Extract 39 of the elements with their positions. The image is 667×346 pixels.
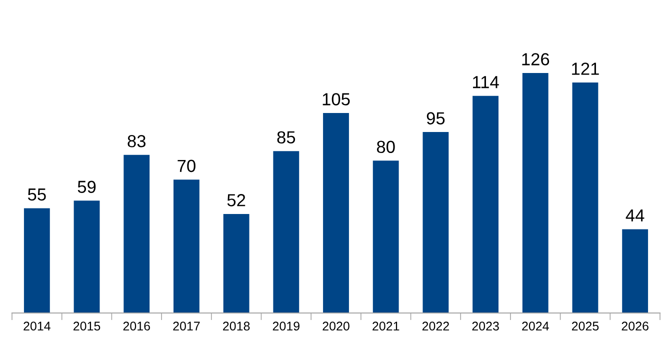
x-tick-label: 2017 bbox=[173, 322, 200, 331]
bar bbox=[24, 208, 50, 313]
bar bbox=[223, 214, 250, 313]
bar bbox=[472, 96, 498, 313]
data-label: 114 bbox=[473, 76, 499, 88]
x-tick-label: 2018 bbox=[223, 322, 250, 331]
data-label: 126 bbox=[522, 53, 550, 66]
x-tick-label: 2015 bbox=[73, 322, 100, 331]
data-label: 55 bbox=[28, 188, 46, 201]
x-tick-label: 2025 bbox=[572, 322, 599, 331]
bar bbox=[323, 113, 349, 313]
data-label: 95 bbox=[426, 112, 445, 124]
data-label: 83 bbox=[128, 135, 146, 148]
bar bbox=[622, 229, 648, 313]
x-tick-label: 2019 bbox=[272, 322, 300, 331]
x-tick-label: 2023 bbox=[472, 322, 499, 331]
bar bbox=[372, 160, 399, 313]
bar bbox=[422, 132, 449, 313]
bar bbox=[572, 82, 598, 313]
data-label: 121 bbox=[572, 62, 599, 75]
x-tick-label: 2022 bbox=[422, 322, 449, 331]
data-label: 59 bbox=[78, 180, 96, 194]
x-tick-label: 2024 bbox=[522, 322, 549, 331]
data-label: 80 bbox=[376, 140, 395, 154]
data-label: 52 bbox=[227, 194, 246, 206]
data-label: 85 bbox=[277, 131, 296, 144]
x-tick-label: 2014 bbox=[24, 322, 50, 331]
x-tick-label: 2021 bbox=[372, 322, 400, 331]
x-tick-label: 2016 bbox=[123, 322, 150, 331]
bar bbox=[74, 200, 100, 313]
bar bbox=[273, 151, 300, 313]
data-label: 70 bbox=[178, 160, 196, 172]
x-tick-label: 2020 bbox=[322, 322, 350, 331]
data-label: 44 bbox=[626, 209, 644, 222]
bar bbox=[124, 154, 150, 313]
bar bbox=[174, 180, 200, 313]
data-label: 105 bbox=[322, 93, 350, 106]
x-tick-label: 2026 bbox=[622, 322, 648, 331]
bar bbox=[522, 73, 548, 313]
